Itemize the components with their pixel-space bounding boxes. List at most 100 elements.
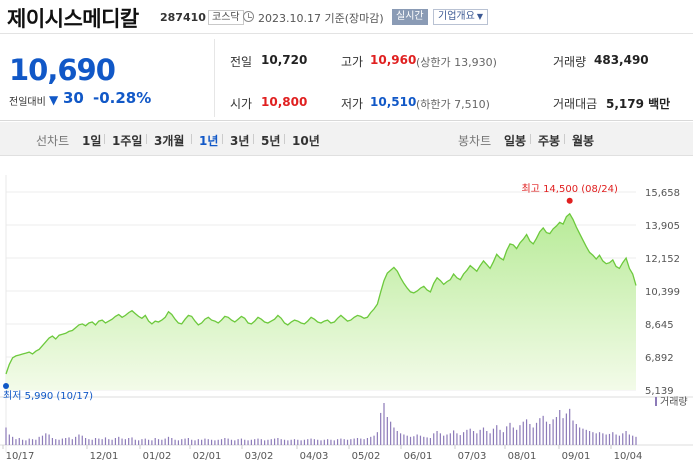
volume-bar <box>598 432 601 445</box>
volume-bar <box>595 433 597 445</box>
volume-bar <box>15 439 17 445</box>
realtime-button[interactable]: 실시간 <box>392 9 428 25</box>
volume-bar <box>164 438 166 445</box>
volume-bar <box>360 438 362 445</box>
volume-bar <box>327 439 329 445</box>
volume-bar <box>575 424 577 445</box>
down-arrow-icon: ▼ <box>49 93 59 107</box>
divider <box>214 39 215 117</box>
volume-bar <box>141 439 143 445</box>
volume-bar <box>138 440 140 445</box>
y-axis-labels: 15,658 13,905 12,152 10,399 8,645 6,892 5,139 <box>645 188 680 397</box>
period-3m[interactable]: 3개월 <box>154 134 185 148</box>
volume-bar <box>25 440 27 445</box>
volume-bar <box>502 432 504 445</box>
volume-bar <box>323 439 325 445</box>
volume-bar <box>462 432 465 445</box>
volume-bar <box>416 434 418 445</box>
volume-bar <box>366 438 369 445</box>
volume-bar <box>562 418 564 445</box>
volume-bar <box>499 429 501 445</box>
low-value: 10,510 <box>370 95 417 109</box>
period-1d[interactable]: 1일 <box>82 134 102 148</box>
volume-bar <box>307 439 309 445</box>
volume-bar <box>204 438 206 445</box>
volume-bar <box>552 419 554 445</box>
prev-close-label: 전일 <box>230 55 253 69</box>
volume-bar <box>210 439 213 445</box>
volume-bar <box>177 440 180 445</box>
volume-bar <box>71 439 73 445</box>
separator <box>284 134 285 144</box>
volume-bar <box>393 427 395 445</box>
volume-bar <box>283 439 286 445</box>
volume-bar <box>333 440 335 445</box>
volume-bar <box>108 439 110 445</box>
volume-bar <box>535 422 538 445</box>
volume-bar <box>506 426 508 445</box>
candle-monthly[interactable]: 월봉 <box>572 134 595 148</box>
volume-bar <box>486 431 488 445</box>
x-tick-label: 08/01 <box>508 451 537 462</box>
volume-bar <box>270 439 272 445</box>
volume-bar <box>131 437 133 445</box>
upper-limit: (상한가 13,930) <box>416 56 497 69</box>
volume-bar <box>330 439 332 445</box>
volume-bar <box>509 422 511 445</box>
period-1y[interactable]: 1년 <box>199 134 219 148</box>
base-date: 2023.10.17 기준(장마감) <box>258 12 384 25</box>
volume-bar <box>350 439 352 445</box>
volume-bar <box>449 433 451 445</box>
separator <box>222 134 223 144</box>
volume-bar <box>605 434 607 445</box>
volume-bar <box>542 415 544 445</box>
period-5y[interactable]: 5년 <box>261 134 281 148</box>
volume-bar <box>197 439 199 445</box>
volume-bar <box>91 439 93 445</box>
volume-bar <box>234 440 236 445</box>
period-3y[interactable]: 3년 <box>230 134 250 148</box>
volume-bar <box>453 430 455 445</box>
volume-bar <box>492 428 495 445</box>
volume-bar <box>423 436 425 445</box>
volume-bar <box>310 438 312 445</box>
volume-bar <box>300 440 302 445</box>
volume-bar <box>98 438 100 445</box>
low-annotation: 최저 5,990 (10/17) <box>3 390 93 402</box>
volume-bar <box>569 408 571 445</box>
volume-bar <box>28 438 30 445</box>
volume-bar <box>224 438 226 445</box>
volume-bar <box>336 439 339 445</box>
volume-bar <box>579 427 581 445</box>
volume-bar <box>61 438 63 445</box>
volume-bar <box>277 438 279 445</box>
volume-bar <box>516 429 518 445</box>
volume-bar <box>612 432 614 445</box>
volume-bar <box>157 439 160 445</box>
period-10y[interactable]: 10년 <box>292 134 320 148</box>
separator <box>104 134 105 144</box>
candle-daily[interactable]: 일봉 <box>504 134 527 148</box>
price-chart-svg: 15,65813,90512,15210,3998,6456,8925,139 … <box>0 175 693 462</box>
low-marker <box>3 382 9 389</box>
volume-bar <box>399 433 402 445</box>
volume-bar <box>346 439 349 445</box>
candle-weekly[interactable]: 주봉 <box>538 134 561 148</box>
current-price: 10,690 <box>9 53 116 87</box>
volume-bar <box>409 436 412 445</box>
volume-bar <box>436 431 438 445</box>
volume-bar <box>260 439 262 445</box>
volume-bar <box>439 433 441 445</box>
volume-bar <box>75 436 77 445</box>
lower-limit: (하한가 7,510) <box>416 98 490 111</box>
x-tick-label: 03/02 <box>245 451 274 462</box>
volume-bar <box>51 438 54 445</box>
volume-bar <box>287 440 289 445</box>
company-overview-button[interactable]: 기업개요 ▼ <box>433 9 488 25</box>
volume-bar <box>628 434 630 445</box>
separator <box>146 134 147 144</box>
high-label: 고가 <box>341 55 364 69</box>
period-1w[interactable]: 1주일 <box>112 134 143 148</box>
separator <box>253 134 254 144</box>
volume-bar <box>585 429 587 445</box>
